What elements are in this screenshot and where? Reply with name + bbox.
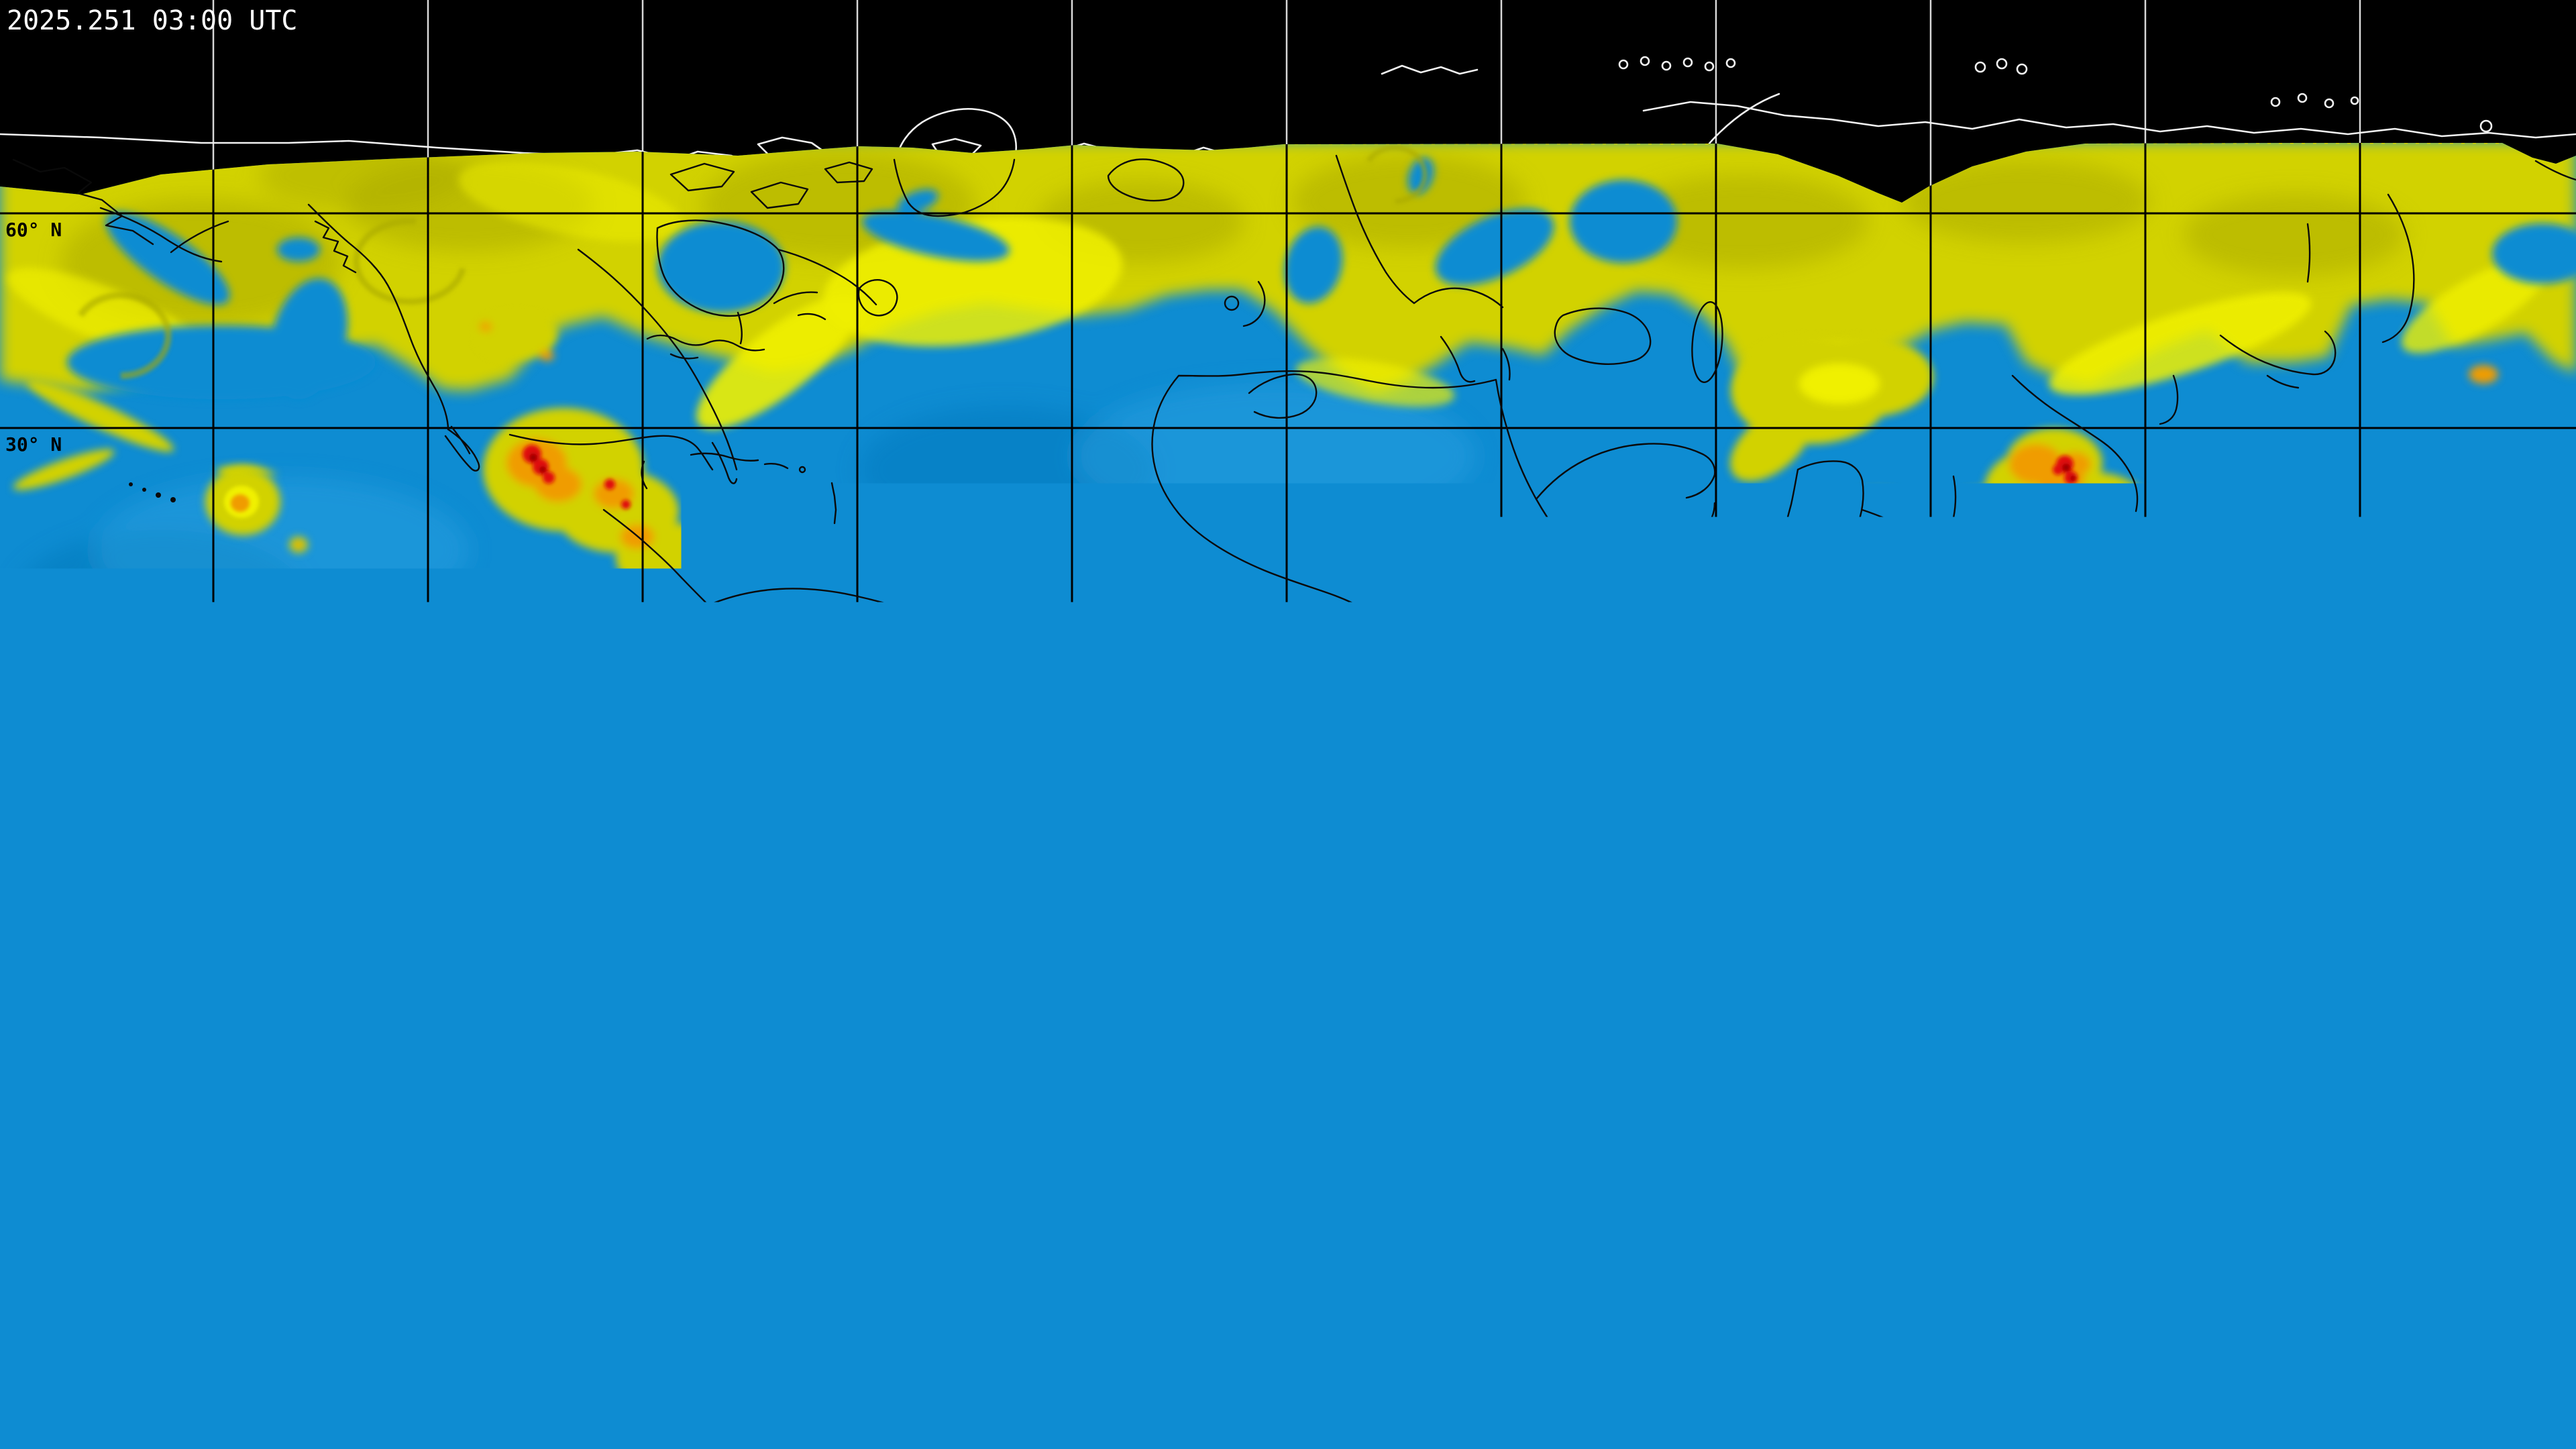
water-vapor-imagery xyxy=(0,134,2576,1163)
cyclone-eye xyxy=(231,494,250,512)
galapagos xyxy=(588,642,592,646)
convection-amazon-reds xyxy=(975,574,988,588)
colorbar-tick-label: 310 xyxy=(1839,1346,1886,1376)
convection-south-indian-reds xyxy=(1807,698,1820,712)
latitude-label: 30° S xyxy=(5,863,62,885)
colorbar-caption: Brightness Temperature in 6.75um, Kelvin xyxy=(965,1382,1611,1413)
latitude-label: 30° N xyxy=(5,433,62,455)
colorbar-tick-label: 300 xyxy=(1751,1346,1797,1376)
colorbar-tick-label: 190 xyxy=(780,1346,826,1376)
colorbar-tick-label: 250 xyxy=(1309,1346,1356,1376)
colorbar-tick-label: 200 xyxy=(869,1346,915,1376)
colorbar-gradient-bar xyxy=(715,1303,1862,1331)
convection-panama xyxy=(683,579,766,635)
colorbar-tick-label: 260 xyxy=(1398,1346,1444,1376)
timestamp-label: 2025.251 03:00 UTC xyxy=(7,5,297,36)
latitude-label: 60° S xyxy=(5,1077,62,1099)
hudson-bay-dry xyxy=(657,221,785,313)
colorbar-tick-label: 220 xyxy=(1045,1346,1091,1376)
latitude-label: 60° N xyxy=(5,219,62,241)
colorbar-tick-label: 210 xyxy=(957,1346,1003,1376)
colorbar-tick-label: 280 xyxy=(1574,1346,1621,1376)
colorbar-tick-label: 180 xyxy=(692,1346,739,1376)
satellite-water-vapor-composite: 60° N 30° N 0° N 30° S 60° S 2025.251 03:00 … xyxy=(0,0,2576,1449)
barents-dry xyxy=(1570,180,1677,263)
colorbar-tick-label: 230 xyxy=(1133,1346,1179,1376)
colorbar-tick-label: 290 xyxy=(1663,1346,1709,1376)
colorbar-tick-label: 240 xyxy=(1222,1346,1268,1376)
convection-panama-red xyxy=(731,601,740,610)
colorbar-tick-label: 270 xyxy=(1487,1346,1533,1376)
latitude-label: 0° N xyxy=(5,648,50,670)
